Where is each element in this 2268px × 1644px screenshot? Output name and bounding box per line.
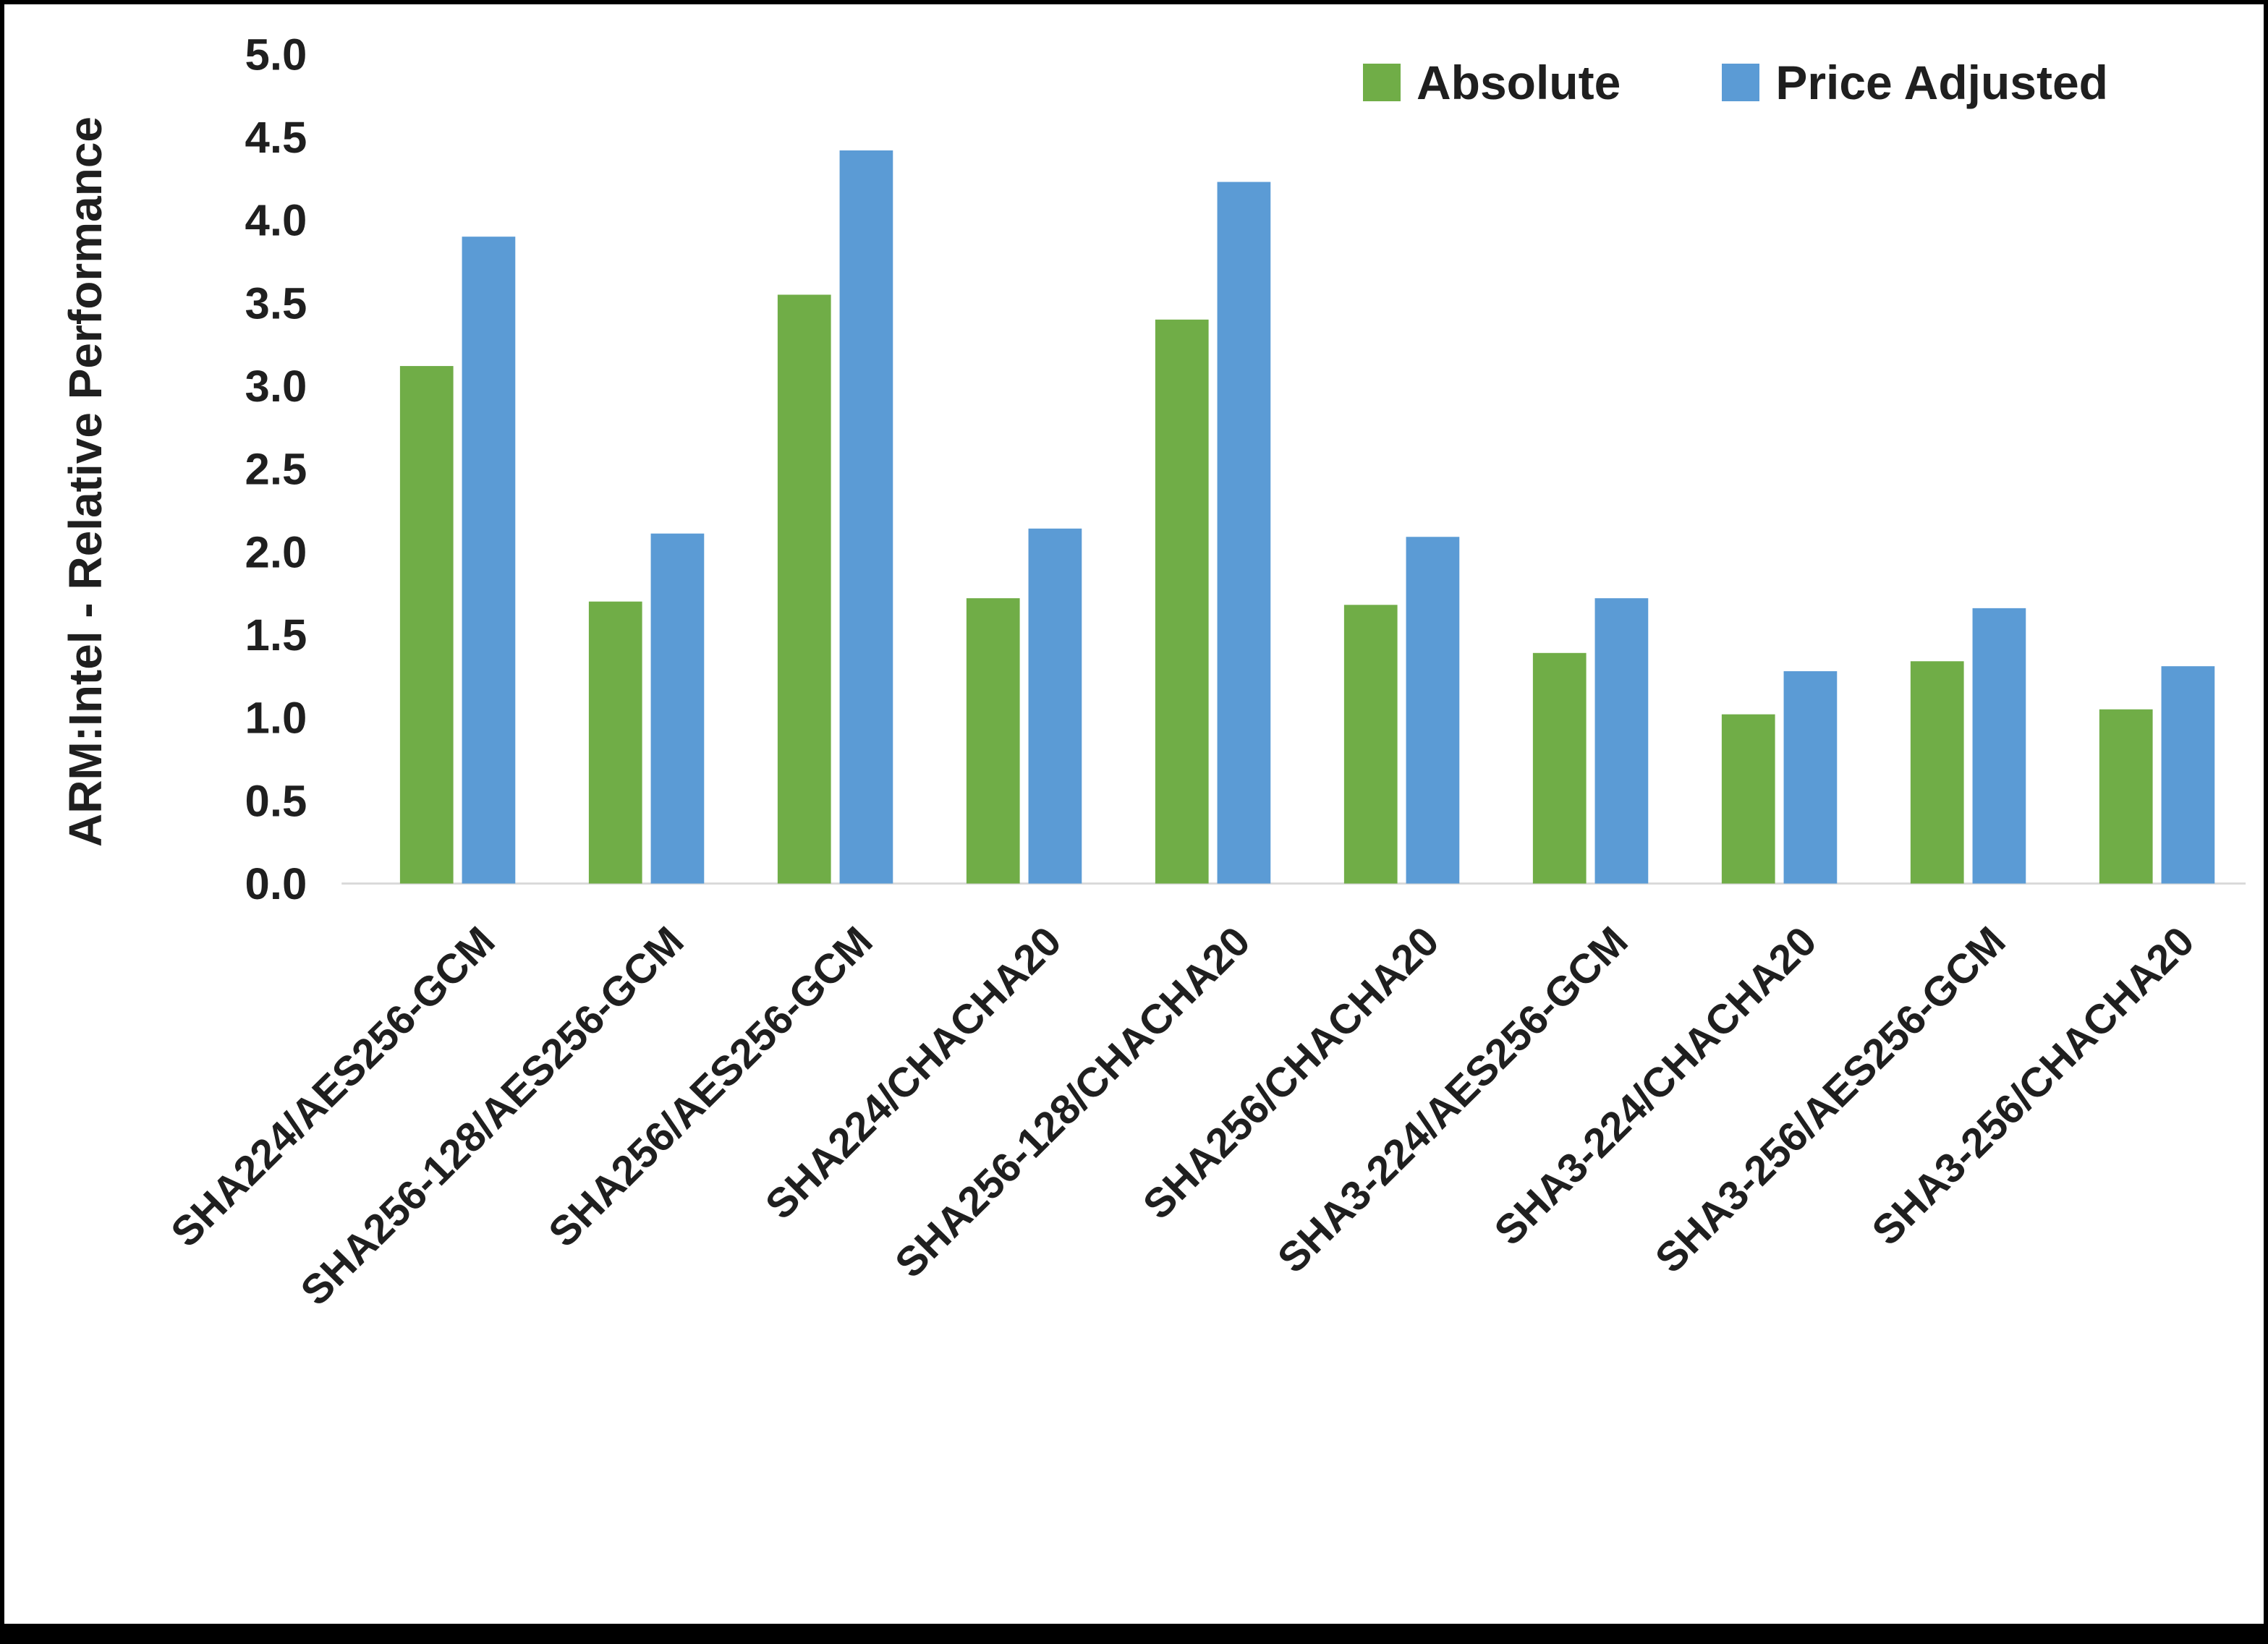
bar-price-adjusted-7	[1783, 671, 1838, 884]
legend: Absolute Price Adjusted	[1362, 55, 2108, 110]
bar-price-adjusted-4	[1217, 182, 1271, 884]
y-tick-label: 0.5	[245, 777, 307, 827]
legend-label-absolute: Absolute	[1416, 56, 1621, 109]
bar-absolute-8	[1910, 661, 1964, 884]
bar-price-adjusted-5	[1406, 537, 1460, 884]
x-category-label: SHA256-128/AES256-GCM	[292, 918, 693, 1314]
y-tick-label: 4.5	[245, 113, 307, 163]
y-tick-label: 3.5	[245, 279, 307, 329]
bar-price-adjusted-2	[839, 150, 893, 884]
y-tick-label: 2.5	[245, 445, 307, 495]
y-tick-label: 3.0	[245, 362, 307, 412]
bar-absolute-3	[966, 598, 1020, 884]
bar-absolute-2	[777, 294, 831, 884]
bar-price-adjusted-3	[1028, 528, 1082, 884]
bar-absolute-0	[399, 366, 454, 884]
bar-absolute-1	[588, 601, 642, 884]
x-category-label: SHA224/AES256-GCM	[162, 918, 504, 1256]
y-axis-title: ARM:Intel - Relative Performance	[59, 116, 111, 848]
bar-absolute-4	[1155, 319, 1209, 884]
x-category-label: SHA256/AES256-GCM	[540, 918, 881, 1256]
bar-absolute-6	[1532, 652, 1587, 884]
y-tick-label: 4.0	[245, 196, 307, 246]
y-tick-label: 1.0	[245, 694, 307, 744]
x-category-label: SHA3-224/CHACHA20	[1486, 918, 1826, 1254]
bar-absolute-9	[2099, 709, 2153, 884]
bar-price-adjusted-9	[2161, 666, 2215, 884]
x-category-label: SHA3-224/AES256-GCM	[1269, 918, 1637, 1282]
x-category-label: SHA3-256/AES256-GCM	[1647, 918, 2015, 1282]
bar-chart: 0.0 0.5 1.0 1.5 2.0 2.5 3.0 3.5 4.0 4.5 5.0 SHA224/…	[162, 30, 2246, 1314]
bar-price-adjusted-0	[462, 237, 516, 884]
y-tick-label: 2.0	[245, 528, 307, 578]
bar-absolute-7	[1721, 714, 1775, 884]
legend-item-price-adjusted: Price Adjusted	[1722, 55, 2108, 110]
y-tick-label: 1.5	[245, 610, 307, 660]
bar-absolute-5	[1343, 605, 1398, 884]
x-category-label: SHA3-256/CHACHA20	[1864, 918, 2204, 1254]
y-tick-label: 5.0	[245, 30, 307, 80]
legend-swatch-absolute	[1362, 64, 1401, 101]
x-category-label: SHA256-128/CHACHA20	[886, 918, 1259, 1287]
y-tick-label: 0.0	[245, 859, 307, 909]
bar-price-adjusted-6	[1594, 598, 1649, 884]
legend-item-absolute: Absolute	[1362, 55, 1621, 110]
bar-price-adjusted-8	[1972, 608, 2026, 884]
legend-label-price-adjusted: Price Adjusted	[1775, 56, 2108, 109]
bar-price-adjusted-1	[650, 533, 705, 884]
legend-swatch-price-adjusted	[1722, 64, 1760, 101]
